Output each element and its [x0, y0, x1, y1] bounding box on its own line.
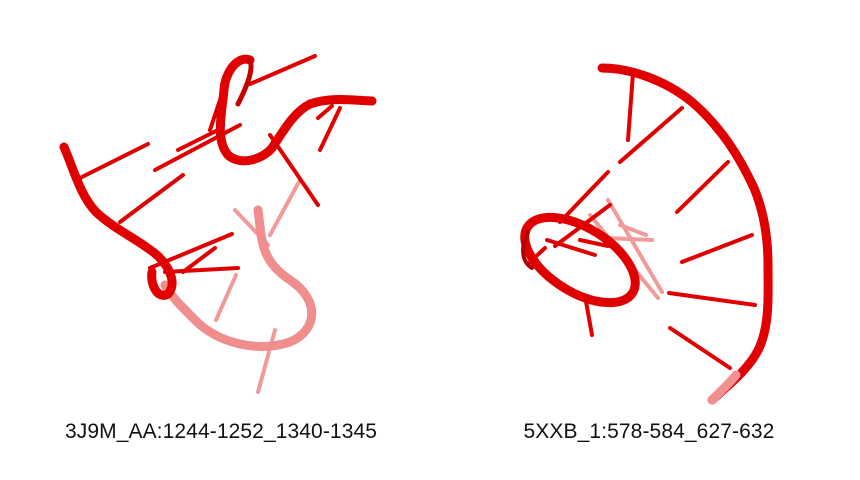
rna-structure-3j9m [59, 54, 377, 394]
structure-label: 3J9M_AA:1244-1252_1340-1345 [64, 420, 378, 443]
backbone [597, 63, 773, 405]
backbone-faded [160, 205, 317, 351]
rna-structure-5xxb [520, 63, 773, 405]
backbone-upper [215, 54, 377, 166]
backbone-loop-shade [521, 230, 534, 270]
structure-panel-left: 3J9M_AA:1244-1252_1340-1345 [59, 54, 377, 443]
backbone-loop [520, 212, 640, 308]
structure-label: 5XXB_1:578-584_627-632 [523, 420, 775, 443]
faded-bases [588, 198, 664, 300]
backbone-tip [235, 57, 254, 107]
backbone-end-faded [707, 370, 741, 405]
backbone [59, 142, 177, 300]
bases [74, 54, 342, 274]
structure-panel-right: 5XXB_1:578-584_627-632 [430, 0, 860, 480]
